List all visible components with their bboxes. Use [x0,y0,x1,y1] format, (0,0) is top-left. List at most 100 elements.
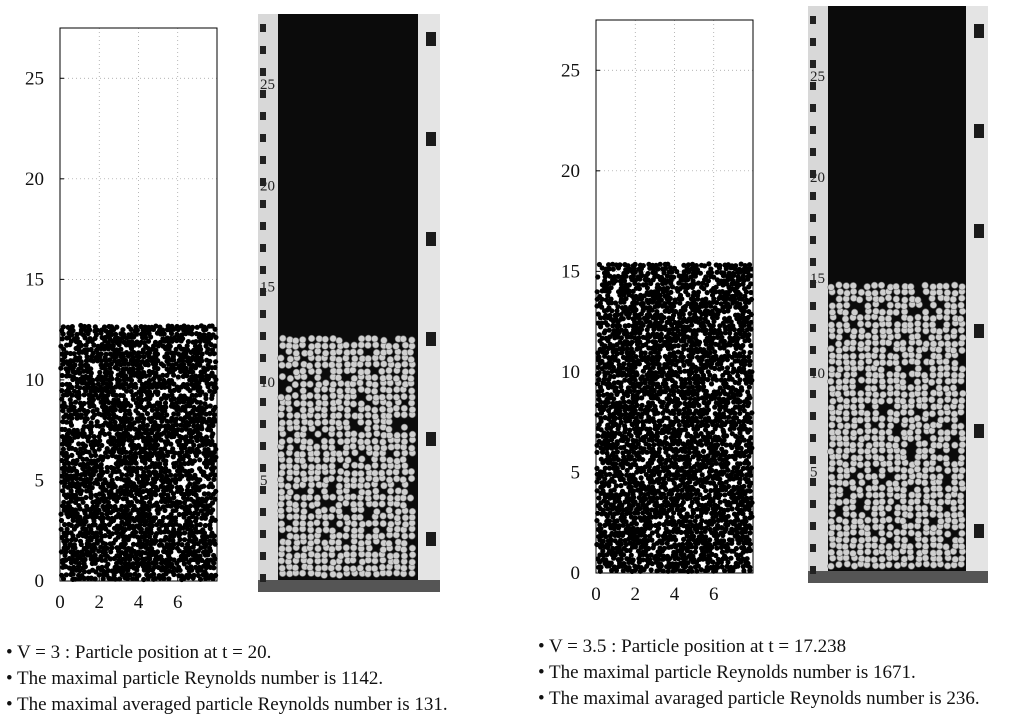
left-sim-particle [59,351,65,357]
left-sim-particle [201,491,207,497]
left-sim-particle [66,428,72,434]
left-sim-particle [185,355,191,361]
right-sim-particle [605,422,611,428]
right-sim-particle [606,327,612,333]
left-sim-xtick-label-1: 2 [95,592,105,613]
left-sim-particle [139,381,145,388]
right-sim-particle [622,434,629,440]
left-sim-particle [74,457,80,464]
left-sim-particle [130,354,136,360]
left-sim-particle [121,477,127,483]
right-sim-particle [671,350,677,356]
right-sim-particle [709,461,715,468]
right-sim-particle [643,389,650,395]
right-sim-particle [729,385,736,391]
right-sim-particle [720,388,727,394]
right-sim-particle [661,476,667,482]
left-sim-particle [123,496,129,502]
right-sim-particle [629,339,635,345]
right-sim-particle [731,419,737,425]
left-photo-bead [292,368,301,376]
right-sim-particle [653,553,659,559]
left-photo-bead [315,335,323,343]
right-sim-particle [740,465,746,471]
right-sim-particle [677,454,684,460]
left-sim-particle [108,381,114,387]
left-photo-bead [350,476,358,484]
right-sim-particle [655,396,661,402]
left-photo-bead [314,544,322,553]
left-sim-particle [211,476,217,482]
left-sim-particle [116,358,122,364]
left-sim-particle [165,492,171,498]
left-sim-particle [202,401,208,407]
left-sim-xtick-label-2: 4 [134,592,144,613]
right-sim-particle [602,522,608,529]
right-sim-particle [740,556,746,562]
left-sim-particle [107,420,114,426]
right-sim-particle [693,522,699,529]
left-sim-particle [74,331,80,338]
left-photo-bead [277,557,286,565]
left-sim-particle [68,530,74,536]
left-sim-particle [157,324,163,330]
right-sim-particle [618,537,624,543]
left-sim-particle [170,500,176,506]
right-sim-particle [682,400,688,406]
left-sim-particle [113,331,119,337]
left-photo-bead [292,418,301,426]
left-photo-bead [393,514,401,522]
right-sim-particle [688,335,694,341]
left-sim-particle [104,446,110,452]
right-sim-particle [724,541,730,548]
right-sim-particle [630,488,637,494]
right-sim-particle [741,483,747,489]
right-sim-particle [594,465,600,471]
right-sim-particle [723,449,729,455]
right-sim-particle [701,484,707,490]
left-photo-bead [385,386,393,395]
left-photo-bracket [426,32,436,46]
left-sim-particle [71,564,77,570]
right-sim-particle [676,408,682,414]
right-sim-particle [692,518,698,524]
left-sim-particle [207,403,213,409]
left-sim-particle [124,431,131,437]
left-photo-bead [401,520,410,529]
left-photo-bead [350,430,358,438]
left-sim-particle [188,496,194,502]
left-photo-scale-mark [260,288,266,296]
left-sim-particle [98,351,104,357]
right-sim-particle [695,488,701,494]
left-sim-particle [99,342,105,348]
left-photo-bead [285,342,293,350]
right-sim-particle [683,342,689,348]
right-sim-particle [612,538,618,544]
right-sim-particle [680,541,686,548]
right-sim-particle [666,469,672,475]
left-sim-particle [168,488,174,494]
left-sim-particle [185,339,191,345]
left-sim-particle [77,514,83,520]
left-sim-particle [185,324,191,330]
left-sim-particle [83,358,90,364]
left-photo-bead [371,557,379,565]
left-sim-particle [149,560,156,566]
right-sim-particle [598,456,604,462]
right-sim-particle [749,410,755,416]
left-photo-bead [286,336,294,344]
left-photo-bead [379,512,387,520]
right-sim-particle [741,545,747,551]
left-sim-particle [201,416,207,422]
left-sim-particle [104,397,110,403]
right-sim-particle [708,441,714,447]
left-sim-particle [72,499,79,505]
left-sim-particle [108,370,114,376]
left-photo-bead [358,488,366,496]
left-sim-particle [209,347,216,353]
left-sim-particle [128,546,134,552]
left-sim-particle [212,380,218,387]
left-sim-particle [201,483,207,489]
left-sim-particle [203,392,209,398]
